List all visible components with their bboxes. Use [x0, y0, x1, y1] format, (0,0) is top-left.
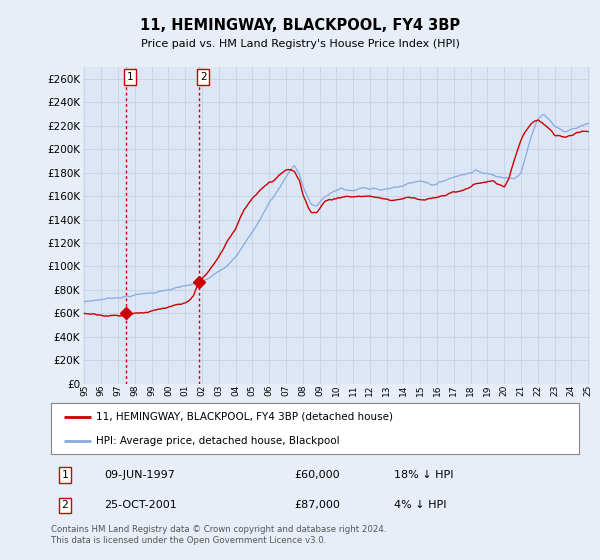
Text: 09-JUN-1997: 09-JUN-1997 — [104, 470, 175, 480]
Text: 18% ↓ HPI: 18% ↓ HPI — [394, 470, 454, 480]
Text: 11, HEMINGWAY, BLACKPOOL, FY4 3BP (detached house): 11, HEMINGWAY, BLACKPOOL, FY4 3BP (detac… — [96, 412, 393, 422]
Text: 11, HEMINGWAY, BLACKPOOL, FY4 3BP: 11, HEMINGWAY, BLACKPOOL, FY4 3BP — [140, 18, 460, 33]
Text: 2: 2 — [200, 72, 206, 82]
Text: 4% ↓ HPI: 4% ↓ HPI — [394, 501, 446, 510]
Text: HPI: Average price, detached house, Blackpool: HPI: Average price, detached house, Blac… — [96, 436, 340, 446]
Text: Contains HM Land Registry data © Crown copyright and database right 2024.
This d: Contains HM Land Registry data © Crown c… — [51, 525, 386, 545]
Text: £60,000: £60,000 — [294, 470, 340, 480]
Text: Price paid vs. HM Land Registry's House Price Index (HPI): Price paid vs. HM Land Registry's House … — [140, 39, 460, 49]
Text: 25-OCT-2001: 25-OCT-2001 — [104, 501, 176, 510]
Text: 2: 2 — [62, 501, 68, 510]
Text: 1: 1 — [62, 470, 68, 480]
Text: £87,000: £87,000 — [294, 501, 340, 510]
Text: 1: 1 — [127, 72, 134, 82]
